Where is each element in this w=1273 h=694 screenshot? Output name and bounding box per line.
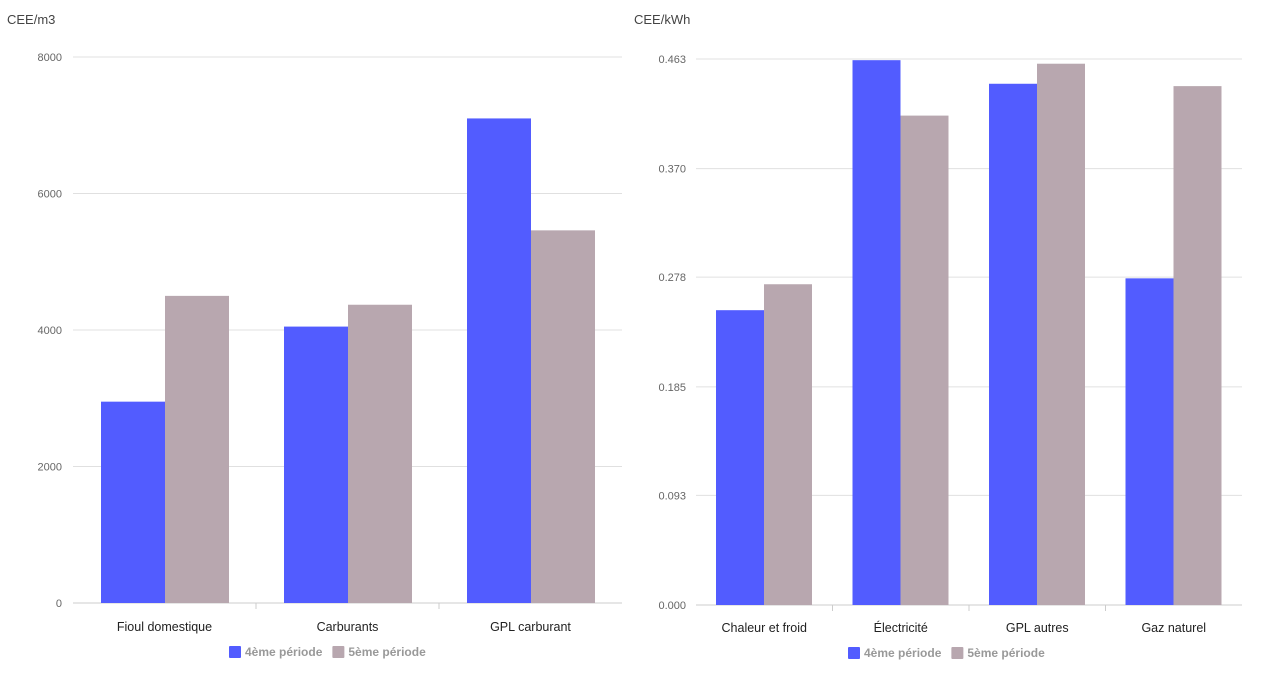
bar-series-2[interactable] — [900, 115, 949, 606]
bar-series-1[interactable] — [852, 60, 901, 606]
x-tick-labels: Chaleur et froid Électricité GPL autres Gaz… — [722, 620, 1207, 635]
y-axis-title: CEE/m3 — [7, 12, 55, 27]
y-tick-label: 2000 — [38, 462, 62, 474]
x-tick-label: Électricité — [874, 620, 928, 635]
legend-label-series-1[interactable]: 4ème période — [864, 646, 942, 660]
bar-series-1[interactable] — [101, 401, 165, 603]
bar-series-1[interactable] — [467, 118, 531, 604]
bars — [101, 118, 595, 604]
bar-series-1[interactable] — [716, 310, 764, 605]
bar-series-2[interactable] — [348, 304, 412, 603]
legend-swatch-series-2[interactable] — [951, 647, 964, 659]
y-tick-labels: 0 2000 4000 6000 8000 — [38, 52, 62, 610]
y-tick-label: 6000 — [38, 189, 62, 201]
bar-series-2[interactable] — [1037, 63, 1085, 606]
bar-series-1[interactable] — [284, 326, 348, 603]
bar-series-2[interactable] — [764, 284, 812, 605]
legend-swatch-series-1[interactable] — [848, 647, 860, 659]
y-tick-label: 4000 — [38, 325, 62, 337]
legend-label-series-2[interactable]: 5ème période — [348, 645, 426, 659]
x-tick-label: Fioul domestique — [117, 620, 212, 634]
x-tick-label: GPL autres — [1006, 621, 1069, 635]
y-tick-label: 8000 — [38, 52, 62, 64]
y-tick-label: 0 — [56, 598, 62, 610]
bar-series-2[interactable] — [165, 295, 229, 603]
y-tick-label: 0.000 — [658, 600, 686, 612]
x-tick-label: Chaleur et froid — [722, 621, 808, 635]
bar-series-1[interactable] — [1125, 278, 1174, 605]
x-tick-label: Carburants — [317, 620, 379, 634]
x-tick-labels: Fioul domestique Carburants GPL carburant — [117, 620, 572, 634]
legend[interactable]: 4ème période 5ème période — [848, 646, 1045, 660]
y-tick-label: 0.185 — [658, 382, 686, 394]
bars — [716, 60, 1222, 606]
y-tick-label: 0.278 — [658, 272, 686, 284]
bar-series-2[interactable] — [1173, 86, 1222, 605]
bar-series-1[interactable] — [989, 83, 1037, 605]
x-tick-label: GPL carburant — [490, 620, 571, 634]
chart-right: CEE/kWh 0.000 0.093 0.185 0.278 0.370 0.463 C… — [634, 12, 1242, 660]
chart-left: CEE/m3 0 2000 4000 6000 8000 Fioul domestiqu… — [7, 12, 622, 659]
y-tick-label: 0.093 — [658, 490, 686, 502]
legend[interactable]: 4ème période 5ème période — [229, 645, 426, 659]
legend-swatch-series-1[interactable] — [229, 646, 241, 658]
y-tick-label: 0.370 — [658, 164, 686, 176]
legend-label-series-1[interactable]: 4ème période — [245, 645, 323, 659]
y-tick-label: 0.463 — [658, 54, 686, 66]
y-tick-labels: 0.000 0.093 0.185 0.278 0.370 0.463 — [658, 54, 686, 612]
bar-series-2[interactable] — [531, 230, 595, 604]
legend-label-series-2[interactable]: 5ème période — [967, 646, 1045, 660]
y-axis-title: CEE/kWh — [634, 12, 690, 27]
legend-swatch-series-2[interactable] — [332, 646, 345, 658]
x-tick-label: Gaz naturel — [1141, 621, 1206, 635]
